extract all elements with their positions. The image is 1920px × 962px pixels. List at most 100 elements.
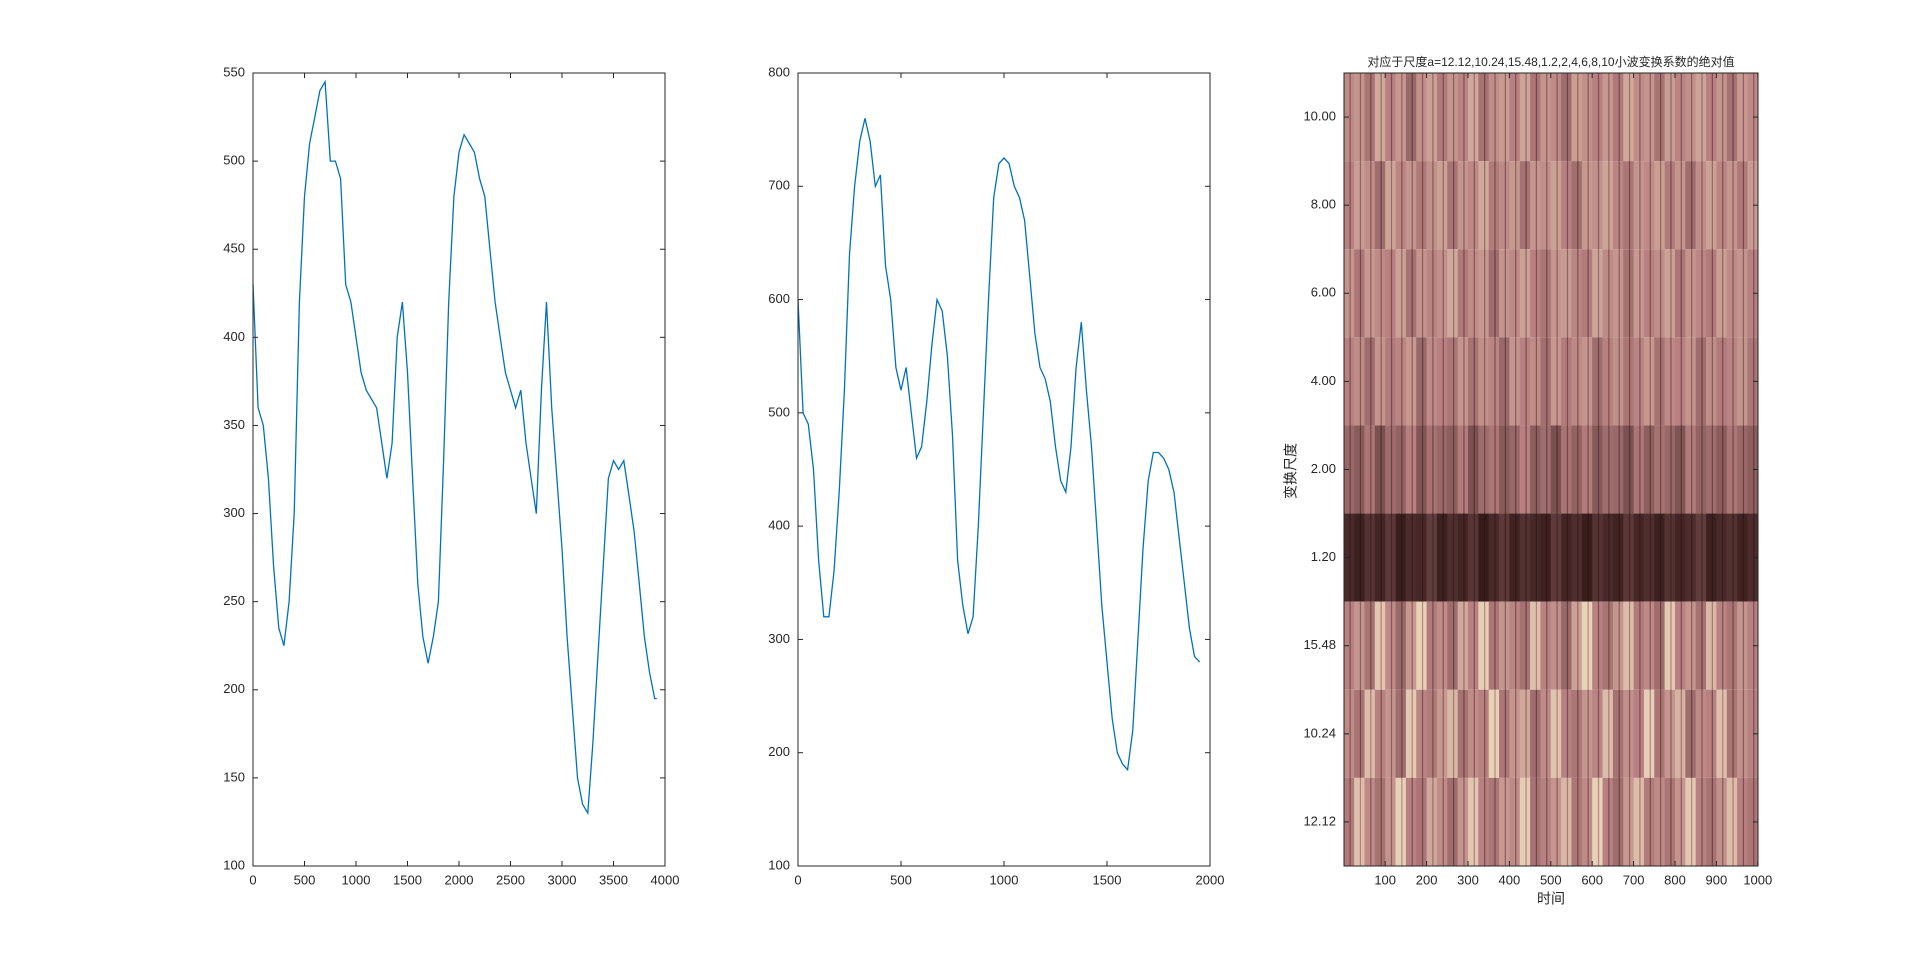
y-tick-label: 1.20 (1311, 549, 1336, 564)
heat-cell (1395, 249, 1407, 338)
heat-stripe (1742, 689, 1745, 778)
heat-cell (1354, 73, 1365, 162)
heat-stripe (1597, 601, 1600, 690)
heat-cell (1695, 777, 1707, 866)
heat-cell (1374, 425, 1386, 514)
heat-stripe (1546, 425, 1548, 514)
heat-stripe (1473, 249, 1475, 338)
heat-stripe (1494, 337, 1496, 426)
heat-stripe (1546, 73, 1548, 162)
heat-stripe (1442, 689, 1444, 778)
heat-stripe (1566, 777, 1569, 866)
heat-cell (1467, 513, 1479, 602)
heat-stripe (1535, 513, 1538, 602)
heat-cell (1737, 513, 1748, 602)
heat-stripe (1701, 601, 1703, 690)
heat-stripe (1359, 249, 1362, 338)
heat-stripe (1401, 689, 1403, 778)
heat-stripe (1711, 249, 1713, 338)
heat-cell (1685, 161, 1696, 250)
heat-cell (1602, 513, 1614, 602)
heat-stripe (1670, 337, 1672, 426)
heat-stripe (1701, 513, 1703, 602)
heat-cell (1747, 73, 1759, 162)
heat-stripe (1577, 249, 1579, 338)
heat-stripe (1628, 513, 1631, 602)
y-tick-label: 6.00 (1311, 285, 1336, 300)
heat-stripe (1463, 73, 1465, 162)
x-tick-label: 400 (1499, 872, 1521, 887)
heat-cell (1612, 73, 1624, 162)
heat-cell (1706, 601, 1717, 690)
heat-stripe (1722, 777, 1724, 866)
heat-stripe (1742, 161, 1745, 250)
heat-stripe (1628, 777, 1631, 866)
heat-cell (1530, 337, 1541, 426)
heat-cell (1488, 73, 1500, 162)
heat-stripe (1463, 777, 1465, 866)
heat-cell (1364, 689, 1376, 778)
heat-cell (1374, 161, 1386, 250)
heat-stripe (1556, 337, 1558, 426)
heat-stripe (1442, 777, 1444, 866)
heat-stripe (1370, 689, 1372, 778)
heat-cell (1592, 249, 1603, 338)
heat-stripe (1742, 337, 1745, 426)
heat-stripe (1411, 777, 1413, 866)
heat-stripe (1680, 161, 1682, 250)
heat-stripe (1659, 601, 1662, 690)
heat-cell (1343, 513, 1355, 602)
heat-stripe (1349, 73, 1351, 162)
heat-stripe (1659, 73, 1662, 162)
heat-cell (1499, 513, 1510, 602)
heat-cell (1706, 689, 1717, 778)
heat-stripe (1701, 689, 1703, 778)
heat-stripe (1722, 249, 1724, 338)
y-tick-label: 15.48 (1303, 637, 1336, 652)
heat-cell (1612, 249, 1624, 338)
heat-cell (1737, 73, 1748, 162)
y-tick-label: 700 (768, 178, 790, 193)
heat-stripe (1608, 689, 1610, 778)
heat-cell (1706, 161, 1717, 250)
heat-stripe (1370, 161, 1372, 250)
heat-cell (1695, 689, 1707, 778)
heat-cell (1571, 689, 1583, 778)
heat-cell (1581, 689, 1593, 778)
heat-cell (1664, 161, 1676, 250)
x-tick-label: 0 (794, 872, 801, 887)
heat-cell (1685, 513, 1696, 602)
heat-stripe (1680, 513, 1682, 602)
heat-stripe (1701, 249, 1703, 338)
heat-cell (1581, 337, 1593, 426)
heat-cell (1602, 161, 1614, 250)
heat-stripe (1618, 689, 1620, 778)
heat-cell (1457, 777, 1469, 866)
heat-cell (1530, 777, 1541, 866)
heat-cell (1540, 425, 1552, 514)
heat-stripe (1701, 161, 1703, 250)
x-tick-label: 500 (1540, 872, 1562, 887)
heat-stripe (1473, 337, 1475, 426)
heat-stripe (1390, 689, 1393, 778)
heat-stripe (1649, 425, 1651, 514)
heat-cell (1540, 161, 1552, 250)
heat-stripe (1722, 73, 1724, 162)
heat-cell (1488, 513, 1500, 602)
heat-cell (1540, 777, 1552, 866)
heat-stripe (1473, 161, 1475, 250)
heat-stripe (1680, 689, 1682, 778)
heat-cell (1343, 73, 1355, 162)
heat-stripe (1587, 249, 1589, 338)
heat-cell (1343, 161, 1355, 250)
heat-cell (1343, 337, 1355, 426)
heat-cell (1426, 337, 1438, 426)
heat-cell (1395, 513, 1407, 602)
heat-stripe (1691, 425, 1693, 514)
heat-cell (1467, 777, 1479, 866)
heat-cell (1550, 249, 1562, 338)
heat-stripe (1525, 337, 1527, 426)
heat-cell (1695, 249, 1707, 338)
heat-cell (1674, 161, 1686, 250)
heat-cell (1488, 249, 1500, 338)
